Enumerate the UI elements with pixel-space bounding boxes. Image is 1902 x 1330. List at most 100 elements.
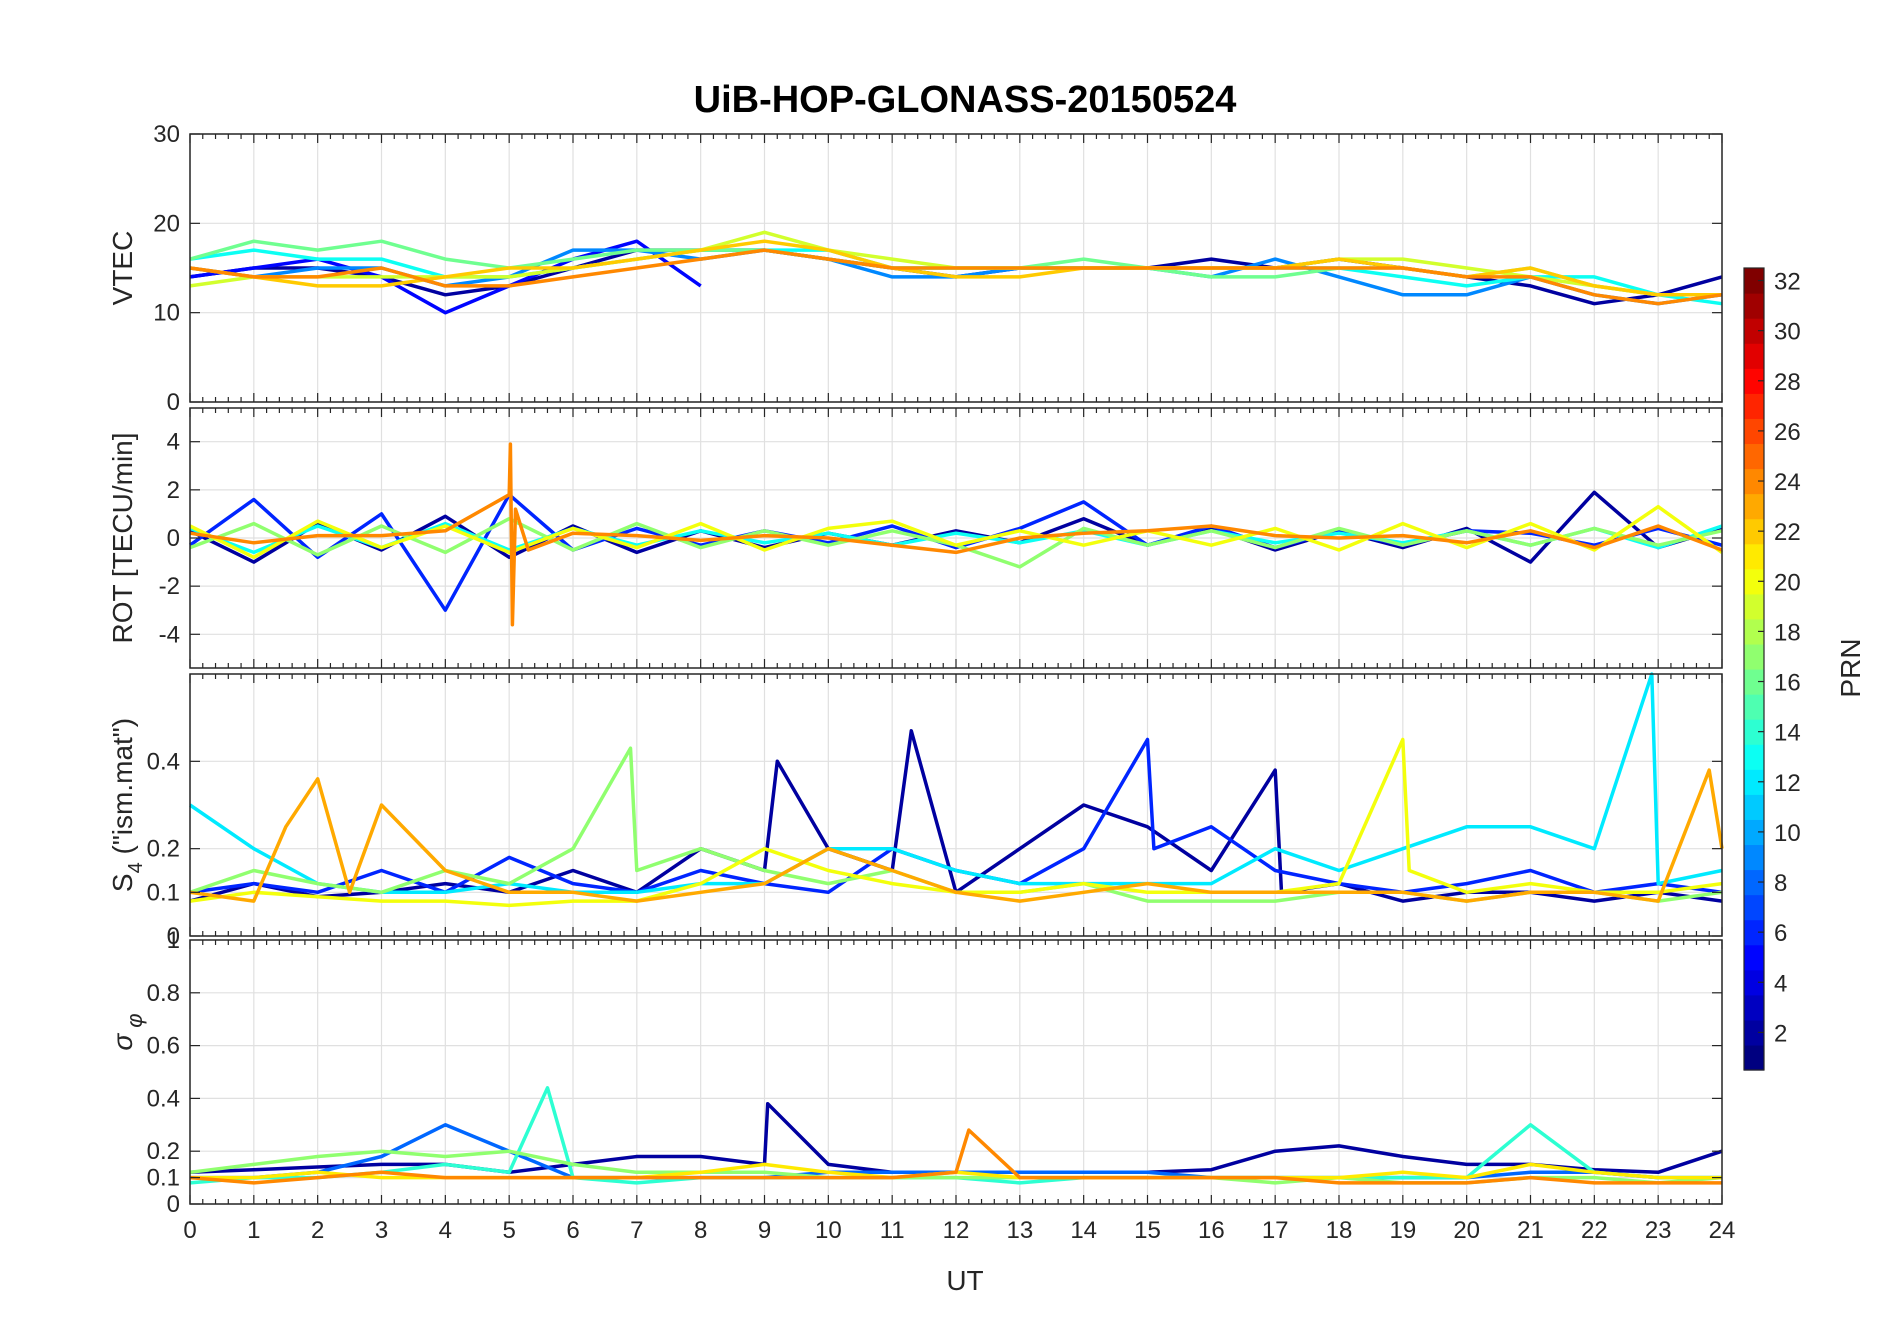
y-tick-label: 0.6	[147, 1033, 180, 1060]
colorbar-tick-label: 22	[1774, 519, 1801, 546]
colorbar-segment	[1744, 343, 1764, 369]
y-tick-label: 0	[167, 1191, 180, 1218]
y-tick-label: 0.4	[147, 748, 180, 775]
y-axis-label: ROT [TECU/min]	[107, 432, 138, 643]
colorbar-segment	[1744, 368, 1764, 394]
colorbar-segment	[1744, 844, 1764, 871]
colorbar-tick-label: 28	[1774, 369, 1801, 396]
x-tick-label: 7	[630, 1217, 643, 1244]
x-tick-label: 15	[1134, 1217, 1161, 1244]
colorbar-tick-label: 12	[1774, 770, 1801, 797]
colorbar-tick-label: 26	[1774, 419, 1801, 446]
colorbar-segment	[1744, 694, 1764, 720]
y-axis-label-subscript: φ	[122, 1013, 147, 1027]
colorbar-segment	[1744, 418, 1764, 445]
x-tick-label: 14	[1070, 1217, 1097, 1244]
x-tick-label: 24	[1709, 1217, 1736, 1244]
x-tick-label: 3	[375, 1217, 388, 1244]
x-tick-label: 6	[566, 1217, 579, 1244]
x-tick-label: 11	[880, 1217, 905, 1244]
colorbar-label: PRN	[1835, 638, 1866, 697]
y-tick-label: 0	[167, 923, 180, 950]
colorbar-tick-label: 24	[1774, 469, 1801, 496]
y-tick-label: 0.2	[147, 836, 180, 863]
y-tick-label: 2	[167, 477, 180, 504]
colorbar-segment	[1744, 268, 1764, 294]
colorbar-tick-label: 10	[1774, 820, 1801, 847]
x-tick-label: 9	[758, 1217, 771, 1244]
y-tick-label: 20	[153, 210, 180, 237]
x-tick-label: 10	[815, 1217, 842, 1244]
series-line-prn-20	[189, 737, 1723, 908]
x-tick-label: 18	[1326, 1217, 1353, 1244]
colorbar-segment	[1744, 443, 1764, 470]
colorbar-tick-label: 8	[1774, 870, 1787, 897]
colorbar-segment	[1744, 1019, 1764, 1046]
colorbar-segment	[1744, 869, 1764, 896]
colorbar-segment	[1744, 1044, 1764, 1071]
y-axis-label: σφ	[107, 1013, 147, 1050]
y-tick-label: 0.1	[147, 1165, 180, 1192]
y-axis-label-rest: ("ism.mat")	[107, 718, 138, 862]
colorbar-segment	[1744, 318, 1764, 344]
x-tick-label: 13	[1006, 1217, 1033, 1244]
x-tick-label: 0	[183, 1217, 196, 1244]
colorbar-segment	[1744, 468, 1764, 495]
y-tick-label: 0.2	[147, 1138, 180, 1165]
x-tick-label: 4	[439, 1217, 452, 1244]
x-tick-label: 2	[311, 1217, 324, 1244]
panel-s4: 0 0.1 0.2 0.4S4 ("ism.mat")	[107, 672, 1724, 950]
chart-title: UiB-HOP-GLONASS-20150524	[694, 79, 1237, 121]
x-tick-label: 5	[502, 1217, 515, 1244]
y-tick-label: -4	[159, 621, 180, 648]
colorbar-segment	[1744, 894, 1764, 921]
colorbar-segment	[1744, 643, 1764, 670]
y-axis-label-main: σ	[107, 1033, 138, 1051]
x-tick-label: 1	[247, 1217, 260, 1244]
colorbar-tick-label: 6	[1774, 920, 1787, 947]
series-line-prn-20	[189, 504, 1724, 560]
y-tick-label: 0	[167, 525, 180, 552]
y-tick-label: 1	[167, 927, 180, 954]
colorbar-tick-label: 32	[1774, 269, 1801, 296]
x-tick-label: 19	[1389, 1217, 1416, 1244]
y-tick-label: 0.8	[147, 980, 180, 1007]
colorbar-segment	[1744, 969, 1764, 996]
colorbar-segment	[1744, 493, 1764, 520]
colorbar-segment	[1744, 719, 1764, 745]
colorbar-segment	[1744, 919, 1764, 946]
x-tick-label: 8	[694, 1217, 707, 1244]
y-axis-label: S4 ("ism.mat")	[107, 718, 147, 892]
colorbar-tick-label: 4	[1774, 970, 1787, 997]
x-tick-label: 23	[1645, 1217, 1672, 1244]
colorbar-border	[1743, 267, 1765, 1071]
y-tick-label: 0.1	[147, 879, 180, 906]
series-line-prn-12	[189, 672, 1723, 895]
y-tick-label: 0	[167, 389, 180, 416]
series-line-prn-2	[189, 490, 1723, 564]
colorbar-segment	[1744, 293, 1764, 319]
series-line-prn-24	[189, 442, 1723, 627]
panel-vtec: 0 10 20 30 VTEC	[107, 121, 1723, 416]
y-axis-label-subscript: 4	[125, 862, 147, 873]
series-line-prn-24	[189, 248, 1723, 306]
colorbar-segment	[1744, 618, 1764, 645]
series-line-prn-24	[189, 1128, 1722, 1185]
y-tick-label: 10	[153, 300, 180, 327]
panel-rot: -4 -2 0 2 4 ROT [TECU/min]	[107, 407, 1724, 669]
colorbar-tick-label: 14	[1774, 720, 1801, 747]
colorbar-tick-label: 20	[1774, 569, 1801, 596]
colorbar-segment	[1744, 794, 1764, 820]
colorbar-segment	[1744, 744, 1764, 770]
y-tick-label: 30	[153, 121, 180, 148]
y-tick-label: -2	[159, 573, 180, 600]
x-tick-label: 12	[943, 1217, 970, 1244]
colorbar-segment	[1744, 944, 1764, 971]
colorbar-segment	[1744, 393, 1764, 419]
x-tick-label: 16	[1198, 1217, 1225, 1244]
colorbar-segment	[1744, 669, 1764, 695]
